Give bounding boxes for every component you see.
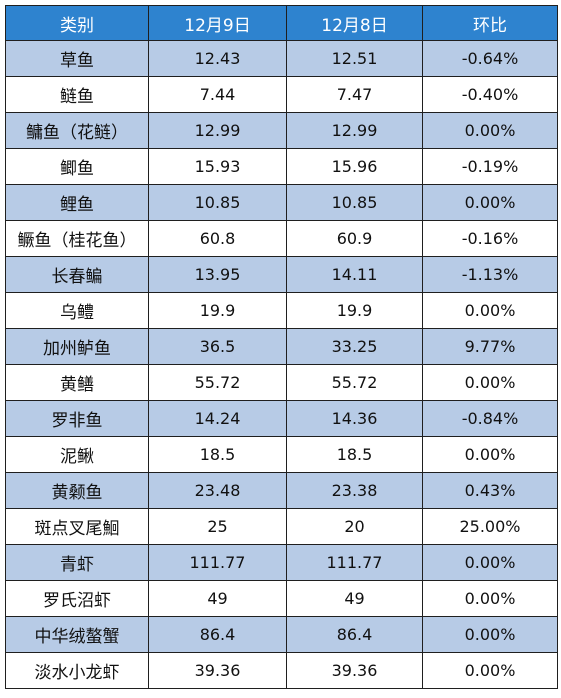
cell-price-dec9: 111.77 [148, 544, 287, 581]
cell-category: 淡水小龙虾 [5, 652, 149, 689]
cell-category: 罗氏沼虾 [5, 580, 149, 617]
table-row: 草鱼 12.43 12.51 -0.64% [5, 40, 558, 77]
cell-price-dec8: 19.9 [286, 292, 423, 329]
cell-change: 0.00% [422, 436, 558, 473]
table-row: 黄颡鱼 23.48 23.38 0.43% [5, 472, 558, 509]
cell-category: 乌鳢 [5, 292, 149, 329]
cell-price-dec8: 10.85 [286, 184, 423, 221]
table-row: 罗非鱼 14.24 14.36 -0.84% [5, 400, 558, 437]
cell-price-dec8: 14.36 [286, 400, 423, 437]
cell-price-dec9: 10.85 [148, 184, 287, 221]
cell-change: 25.00% [422, 508, 558, 545]
cell-category: 鲫鱼 [5, 148, 149, 185]
cell-category: 黄颡鱼 [5, 472, 149, 509]
header-dec8: 12月8日 [286, 5, 423, 41]
cell-price-dec8: 12.99 [286, 112, 423, 149]
price-table-container: 类别 12月9日 12月8日 环比 草鱼 12.43 12.51 -0.64% 鲢鱼 7.… [5, 5, 558, 689]
table-row: 鲢鱼 7.44 7.47 -0.40% [5, 76, 558, 113]
header-dec9: 12月9日 [148, 5, 287, 41]
cell-category: 泥鳅 [5, 436, 149, 473]
cell-change: 0.00% [422, 580, 558, 617]
cell-category: 鲢鱼 [5, 76, 149, 113]
header-change: 环比 [422, 5, 558, 41]
cell-change: 0.43% [422, 472, 558, 509]
cell-price-dec9: 60.8 [148, 220, 287, 257]
cell-price-dec8: 18.5 [286, 436, 423, 473]
cell-change: 9.77% [422, 328, 558, 365]
table-row: 黄鳝 55.72 55.72 0.00% [5, 364, 558, 401]
cell-price-dec8: 23.38 [286, 472, 423, 509]
cell-price-dec9: 12.99 [148, 112, 287, 149]
cell-change: 0.00% [422, 292, 558, 329]
cell-category: 加州鲈鱼 [5, 328, 149, 365]
table-row: 斑点叉尾鮰 25 20 25.00% [5, 508, 558, 545]
cell-price-dec8: 33.25 [286, 328, 423, 365]
cell-category: 鳙鱼（花鲢） [5, 112, 149, 149]
cell-change: 0.00% [422, 652, 558, 689]
cell-price-dec8: 20 [286, 508, 423, 545]
cell-category: 鳜鱼（桂花鱼） [5, 220, 149, 257]
cell-price-dec9: 25 [148, 508, 287, 545]
table-row: 乌鳢 19.9 19.9 0.00% [5, 292, 558, 329]
cell-price-dec9: 15.93 [148, 148, 287, 185]
cell-price-dec8: 49 [286, 580, 423, 617]
cell-price-dec9: 86.4 [148, 616, 287, 653]
cell-change: 0.00% [422, 616, 558, 653]
cell-category: 罗非鱼 [5, 400, 149, 437]
cell-category: 草鱼 [5, 40, 149, 77]
cell-price-dec9: 49 [148, 580, 287, 617]
cell-change: -0.16% [422, 220, 558, 257]
header-category: 类别 [5, 5, 149, 41]
cell-price-dec9: 39.36 [148, 652, 287, 689]
cell-price-dec9: 18.5 [148, 436, 287, 473]
table-row: 淡水小龙虾 39.36 39.36 0.00% [5, 652, 558, 689]
table-row: 鲫鱼 15.93 15.96 -0.19% [5, 148, 558, 185]
cell-change: 0.00% [422, 184, 558, 221]
table-row: 泥鳅 18.5 18.5 0.00% [5, 436, 558, 473]
cell-change: 0.00% [422, 544, 558, 581]
table-row: 中华绒螯蟹 86.4 86.4 0.00% [5, 616, 558, 653]
table-header: 类别 12月9日 12月8日 环比 [5, 5, 558, 41]
cell-price-dec9: 19.9 [148, 292, 287, 329]
table-row: 鲤鱼 10.85 10.85 0.00% [5, 184, 558, 221]
cell-price-dec8: 15.96 [286, 148, 423, 185]
cell-change: -0.64% [422, 40, 558, 77]
cell-price-dec8: 86.4 [286, 616, 423, 653]
header-row: 类别 12月9日 12月8日 环比 [5, 5, 558, 41]
table-body: 草鱼 12.43 12.51 -0.64% 鲢鱼 7.44 7.47 -0.40% 鳙鱼（花鲢）… [5, 40, 558, 689]
cell-price-dec9: 7.44 [148, 76, 287, 113]
cell-category: 斑点叉尾鮰 [5, 508, 149, 545]
cell-price-dec9: 12.43 [148, 40, 287, 77]
cell-price-dec8: 39.36 [286, 652, 423, 689]
cell-price-dec9: 36.5 [148, 328, 287, 365]
table-row: 鳙鱼（花鲢） 12.99 12.99 0.00% [5, 112, 558, 149]
table-row: 加州鲈鱼 36.5 33.25 9.77% [5, 328, 558, 365]
cell-change: -1.13% [422, 256, 558, 293]
price-table: 类别 12月9日 12月8日 环比 草鱼 12.43 12.51 -0.64% 鲢鱼 7.… [5, 5, 558, 689]
cell-category: 黄鳝 [5, 364, 149, 401]
cell-change: -0.40% [422, 76, 558, 113]
cell-price-dec9: 23.48 [148, 472, 287, 509]
cell-change: -0.19% [422, 148, 558, 185]
cell-change: 0.00% [422, 112, 558, 149]
table-row: 罗氏沼虾 49 49 0.00% [5, 580, 558, 617]
cell-price-dec8: 14.11 [286, 256, 423, 293]
cell-category: 青虾 [5, 544, 149, 581]
cell-category: 鲤鱼 [5, 184, 149, 221]
cell-price-dec8: 60.9 [286, 220, 423, 257]
cell-price-dec9: 14.24 [148, 400, 287, 437]
table-row: 长春鳊 13.95 14.11 -1.13% [5, 256, 558, 293]
table-row: 鳜鱼（桂花鱼） 60.8 60.9 -0.16% [5, 220, 558, 257]
cell-price-dec8: 55.72 [286, 364, 423, 401]
cell-price-dec8: 7.47 [286, 76, 423, 113]
cell-price-dec9: 13.95 [148, 256, 287, 293]
cell-price-dec8: 12.51 [286, 40, 423, 77]
cell-category: 中华绒螯蟹 [5, 616, 149, 653]
cell-change: -0.84% [422, 400, 558, 437]
cell-change: 0.00% [422, 364, 558, 401]
cell-price-dec9: 55.72 [148, 364, 287, 401]
cell-category: 长春鳊 [5, 256, 149, 293]
table-row: 青虾 111.77 111.77 0.00% [5, 544, 558, 581]
cell-price-dec8: 111.77 [286, 544, 423, 581]
